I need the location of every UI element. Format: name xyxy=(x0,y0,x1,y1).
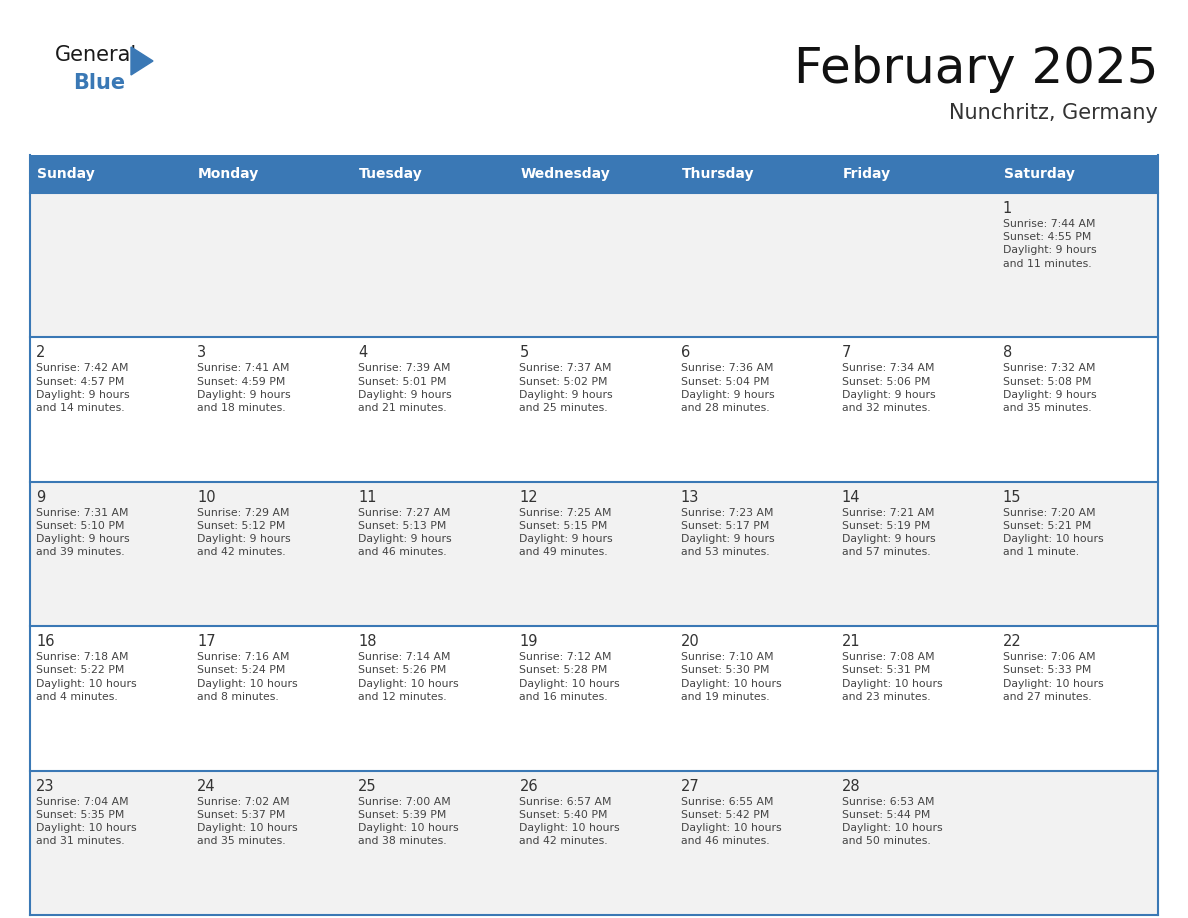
Text: 27: 27 xyxy=(681,778,700,793)
Text: 5: 5 xyxy=(519,345,529,361)
Text: Sunrise: 7:08 AM
Sunset: 5:31 PM
Daylight: 10 hours
and 23 minutes.: Sunrise: 7:08 AM Sunset: 5:31 PM Dayligh… xyxy=(842,652,942,701)
Text: Sunrise: 6:57 AM
Sunset: 5:40 PM
Daylight: 10 hours
and 42 minutes.: Sunrise: 6:57 AM Sunset: 5:40 PM Dayligh… xyxy=(519,797,620,846)
Text: 12: 12 xyxy=(519,490,538,505)
Text: 19: 19 xyxy=(519,634,538,649)
Text: 16: 16 xyxy=(36,634,55,649)
Text: 6: 6 xyxy=(681,345,690,361)
Text: 18: 18 xyxy=(359,634,377,649)
Text: Nunchritz, Germany: Nunchritz, Germany xyxy=(949,103,1158,123)
Bar xyxy=(353,155,513,193)
Bar xyxy=(30,155,191,193)
Text: Sunrise: 6:55 AM
Sunset: 5:42 PM
Daylight: 10 hours
and 46 minutes.: Sunrise: 6:55 AM Sunset: 5:42 PM Dayligh… xyxy=(681,797,782,846)
Text: 26: 26 xyxy=(519,778,538,793)
Bar xyxy=(30,193,1158,338)
Text: 9: 9 xyxy=(36,490,45,505)
Text: 7: 7 xyxy=(842,345,851,361)
Text: 4: 4 xyxy=(359,345,367,361)
Text: Sunrise: 7:42 AM
Sunset: 4:57 PM
Daylight: 9 hours
and 14 minutes.: Sunrise: 7:42 AM Sunset: 4:57 PM Dayligh… xyxy=(36,364,129,413)
Bar xyxy=(30,482,1158,626)
Text: Sunrise: 6:53 AM
Sunset: 5:44 PM
Daylight: 10 hours
and 50 minutes.: Sunrise: 6:53 AM Sunset: 5:44 PM Dayligh… xyxy=(842,797,942,846)
Text: Sunrise: 7:44 AM
Sunset: 4:55 PM
Daylight: 9 hours
and 11 minutes.: Sunrise: 7:44 AM Sunset: 4:55 PM Dayligh… xyxy=(1003,219,1097,269)
Text: Monday: Monday xyxy=(198,167,259,181)
Text: Sunday: Sunday xyxy=(37,167,95,181)
Text: Sunrise: 7:25 AM
Sunset: 5:15 PM
Daylight: 9 hours
and 49 minutes.: Sunrise: 7:25 AM Sunset: 5:15 PM Dayligh… xyxy=(519,508,613,557)
Text: Sunrise: 7:27 AM
Sunset: 5:13 PM
Daylight: 9 hours
and 46 minutes.: Sunrise: 7:27 AM Sunset: 5:13 PM Dayligh… xyxy=(359,508,451,557)
Bar xyxy=(997,155,1158,193)
Text: General: General xyxy=(55,45,138,65)
Text: 21: 21 xyxy=(842,634,860,649)
Text: Sunrise: 7:04 AM
Sunset: 5:35 PM
Daylight: 10 hours
and 31 minutes.: Sunrise: 7:04 AM Sunset: 5:35 PM Dayligh… xyxy=(36,797,137,846)
Bar xyxy=(191,155,353,193)
Text: February 2025: February 2025 xyxy=(794,45,1158,93)
Text: Sunrise: 7:23 AM
Sunset: 5:17 PM
Daylight: 9 hours
and 53 minutes.: Sunrise: 7:23 AM Sunset: 5:17 PM Dayligh… xyxy=(681,508,775,557)
Text: Sunrise: 7:18 AM
Sunset: 5:22 PM
Daylight: 10 hours
and 4 minutes.: Sunrise: 7:18 AM Sunset: 5:22 PM Dayligh… xyxy=(36,652,137,701)
Text: Sunrise: 7:41 AM
Sunset: 4:59 PM
Daylight: 9 hours
and 18 minutes.: Sunrise: 7:41 AM Sunset: 4:59 PM Dayligh… xyxy=(197,364,291,413)
Text: 3: 3 xyxy=(197,345,207,361)
Text: 8: 8 xyxy=(1003,345,1012,361)
Text: 17: 17 xyxy=(197,634,216,649)
Text: Friday: Friday xyxy=(842,167,891,181)
Text: Sunrise: 7:00 AM
Sunset: 5:39 PM
Daylight: 10 hours
and 38 minutes.: Sunrise: 7:00 AM Sunset: 5:39 PM Dayligh… xyxy=(359,797,459,846)
Text: 15: 15 xyxy=(1003,490,1022,505)
Text: 1: 1 xyxy=(1003,201,1012,216)
Bar xyxy=(30,338,1158,482)
Text: Sunrise: 7:32 AM
Sunset: 5:08 PM
Daylight: 9 hours
and 35 minutes.: Sunrise: 7:32 AM Sunset: 5:08 PM Dayligh… xyxy=(1003,364,1097,413)
Text: Sunrise: 7:39 AM
Sunset: 5:01 PM
Daylight: 9 hours
and 21 minutes.: Sunrise: 7:39 AM Sunset: 5:01 PM Dayligh… xyxy=(359,364,451,413)
Text: 28: 28 xyxy=(842,778,860,793)
Text: Sunrise: 7:12 AM
Sunset: 5:28 PM
Daylight: 10 hours
and 16 minutes.: Sunrise: 7:12 AM Sunset: 5:28 PM Dayligh… xyxy=(519,652,620,701)
Text: Sunrise: 7:10 AM
Sunset: 5:30 PM
Daylight: 10 hours
and 19 minutes.: Sunrise: 7:10 AM Sunset: 5:30 PM Dayligh… xyxy=(681,652,782,701)
Text: 10: 10 xyxy=(197,490,216,505)
Text: Sunrise: 7:31 AM
Sunset: 5:10 PM
Daylight: 9 hours
and 39 minutes.: Sunrise: 7:31 AM Sunset: 5:10 PM Dayligh… xyxy=(36,508,129,557)
Text: Tuesday: Tuesday xyxy=(359,167,423,181)
Text: 25: 25 xyxy=(359,778,377,793)
Bar xyxy=(835,155,997,193)
Polygon shape xyxy=(131,47,153,75)
Text: Sunrise: 7:16 AM
Sunset: 5:24 PM
Daylight: 10 hours
and 8 minutes.: Sunrise: 7:16 AM Sunset: 5:24 PM Dayligh… xyxy=(197,652,298,701)
Text: 13: 13 xyxy=(681,490,699,505)
Text: 2: 2 xyxy=(36,345,45,361)
Bar xyxy=(513,155,675,193)
Text: Sunrise: 7:20 AM
Sunset: 5:21 PM
Daylight: 10 hours
and 1 minute.: Sunrise: 7:20 AM Sunset: 5:21 PM Dayligh… xyxy=(1003,508,1104,557)
Text: 20: 20 xyxy=(681,634,700,649)
Text: Sunrise: 7:02 AM
Sunset: 5:37 PM
Daylight: 10 hours
and 35 minutes.: Sunrise: 7:02 AM Sunset: 5:37 PM Dayligh… xyxy=(197,797,298,846)
Bar xyxy=(675,155,835,193)
Bar xyxy=(30,770,1158,915)
Text: Sunrise: 7:34 AM
Sunset: 5:06 PM
Daylight: 9 hours
and 32 minutes.: Sunrise: 7:34 AM Sunset: 5:06 PM Dayligh… xyxy=(842,364,935,413)
Bar xyxy=(30,626,1158,770)
Text: Sunrise: 7:37 AM
Sunset: 5:02 PM
Daylight: 9 hours
and 25 minutes.: Sunrise: 7:37 AM Sunset: 5:02 PM Dayligh… xyxy=(519,364,613,413)
Text: Sunrise: 7:06 AM
Sunset: 5:33 PM
Daylight: 10 hours
and 27 minutes.: Sunrise: 7:06 AM Sunset: 5:33 PM Dayligh… xyxy=(1003,652,1104,701)
Text: Wednesday: Wednesday xyxy=(520,167,611,181)
Text: 14: 14 xyxy=(842,490,860,505)
Text: Sunrise: 7:21 AM
Sunset: 5:19 PM
Daylight: 9 hours
and 57 minutes.: Sunrise: 7:21 AM Sunset: 5:19 PM Dayligh… xyxy=(842,508,935,557)
Text: 22: 22 xyxy=(1003,634,1022,649)
Text: 24: 24 xyxy=(197,778,216,793)
Text: 11: 11 xyxy=(359,490,377,505)
Text: Saturday: Saturday xyxy=(1004,167,1075,181)
Text: 23: 23 xyxy=(36,778,55,793)
Text: Sunrise: 7:36 AM
Sunset: 5:04 PM
Daylight: 9 hours
and 28 minutes.: Sunrise: 7:36 AM Sunset: 5:04 PM Dayligh… xyxy=(681,364,775,413)
Text: Sunrise: 7:14 AM
Sunset: 5:26 PM
Daylight: 10 hours
and 12 minutes.: Sunrise: 7:14 AM Sunset: 5:26 PM Dayligh… xyxy=(359,652,459,701)
Text: Blue: Blue xyxy=(72,73,125,93)
Text: Sunrise: 7:29 AM
Sunset: 5:12 PM
Daylight: 9 hours
and 42 minutes.: Sunrise: 7:29 AM Sunset: 5:12 PM Dayligh… xyxy=(197,508,291,557)
Text: Thursday: Thursday xyxy=(682,167,754,181)
